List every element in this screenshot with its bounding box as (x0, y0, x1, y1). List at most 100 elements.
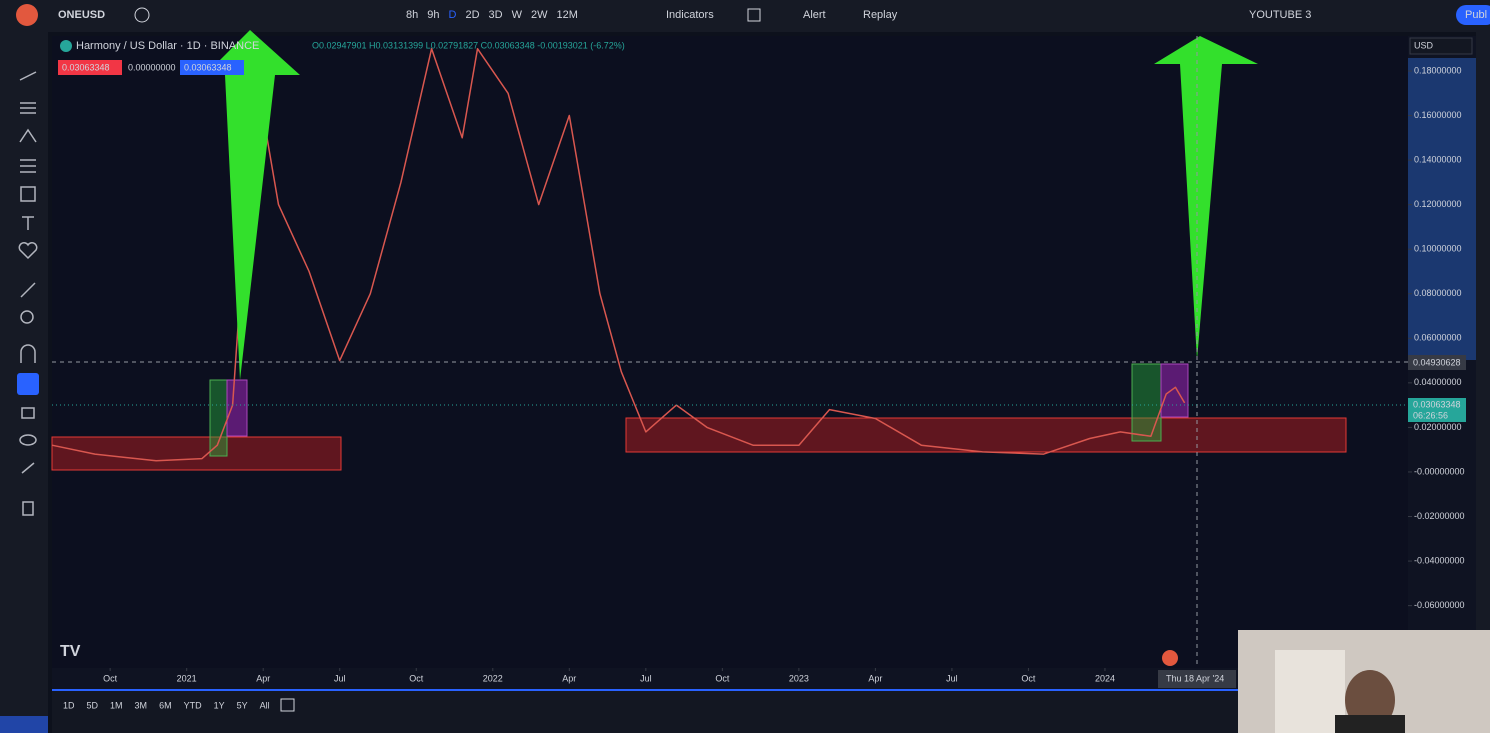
alert-button[interactable]: Alert (803, 9, 826, 21)
interval-button[interactable]: 8h (406, 9, 418, 21)
sell-button[interactable] (58, 60, 122, 75)
x-tick-label: Oct (103, 673, 118, 683)
currency-select[interactable] (1409, 37, 1473, 55)
y-tick-label: 0.12000000 (1414, 199, 1462, 209)
y-tick-label: -0.04000000 (1414, 555, 1465, 565)
publish-button[interactable] (1456, 5, 1490, 25)
range-button[interactable]: 1Y (214, 700, 225, 710)
watermark: TV (60, 643, 81, 660)
last-price: 0.03063348 (1413, 399, 1461, 409)
buy-price[interactable]: 0.03063348 (184, 62, 232, 72)
templates-button[interactable] (747, 8, 761, 22)
fib-tool[interactable] (20, 102, 36, 114)
support-box (51, 436, 342, 471)
y-tick-label: -0.06000000 (1414, 600, 1465, 610)
symbol-search[interactable]: ONEUSD (58, 9, 105, 21)
interval-button[interactable]: 3D (489, 9, 503, 21)
indicators-button[interactable]: Indicators (666, 9, 714, 21)
range-button[interactable]: 1D (63, 700, 75, 710)
last-price-tag (1408, 398, 1466, 422)
event-marker[interactable] (1162, 650, 1178, 666)
y-tick-label: 0.04000000 (1414, 377, 1462, 387)
layout-button[interactable]: YOUTUBE 3 (1249, 9, 1311, 21)
trend-line-tool[interactable] (19, 71, 37, 81)
interval-button[interactable]: 9h (427, 9, 439, 21)
draw-mode-active[interactable] (17, 373, 39, 395)
target-box (1160, 363, 1189, 418)
favorites[interactable] (0, 716, 48, 733)
x-tick-label: 2022 (483, 673, 503, 683)
zoom-tool[interactable] (20, 310, 34, 324)
shape-tool[interactable] (20, 186, 36, 202)
goto-date[interactable] (280, 698, 295, 712)
replay-button[interactable]: Replay (863, 9, 898, 21)
range-button[interactable]: YTD (184, 700, 203, 710)
webcam-shelf (1275, 650, 1345, 733)
y-tick-label: 0.08000000 (1414, 288, 1462, 298)
range-button[interactable]: 3M (135, 700, 148, 710)
currency[interactable]: USD (1414, 40, 1434, 50)
y-tick-label: 0.06000000 (1414, 333, 1462, 343)
up-arrow (1154, 36, 1258, 360)
y-tick-label: 0.18000000 (1414, 65, 1462, 75)
link-tool[interactable] (21, 462, 35, 474)
measure-tool[interactable] (20, 282, 36, 298)
interval-button[interactable]: 2W (531, 9, 548, 21)
y-tick-label: -0.02000000 (1414, 511, 1465, 521)
crosshair-date: Thu 18 Apr '24 (1166, 673, 1224, 683)
magnet-tool[interactable] (20, 344, 36, 363)
sell-price[interactable]: 0.03063348 (62, 62, 110, 72)
delete-tool[interactable] (22, 501, 34, 516)
legend-title: Harmony / US Dollar · 1D · BINANCE (76, 40, 259, 52)
y-tick-label: -0.00000000 (1414, 466, 1465, 476)
pattern-tool[interactable] (19, 128, 37, 143)
symbol-icon (60, 40, 72, 52)
right-toolbar (1476, 32, 1490, 733)
y-tick-label: 0.14000000 (1414, 154, 1462, 164)
top-toolbar (0, 0, 1490, 32)
x-tick-label: 2024 (1095, 673, 1115, 683)
crosshair-price: 0.04930628 (1413, 357, 1461, 367)
breakout-box (209, 379, 228, 457)
x-tick-label: Apr (562, 673, 576, 683)
interval-button[interactable]: W (512, 9, 523, 21)
x-tick-label: Oct (715, 673, 730, 683)
interval-button[interactable]: D (449, 9, 457, 21)
spread: 0.00000000 (128, 62, 176, 72)
compare-button[interactable] (134, 7, 150, 23)
x-tick-label: 2021 (177, 673, 197, 683)
buy-button[interactable] (180, 60, 244, 75)
x-tick-label: Apr (868, 673, 882, 683)
price-axis-selection (1408, 58, 1476, 360)
crosshair-date-tag (1158, 670, 1236, 688)
interval-button[interactable]: 12M (556, 9, 577, 21)
target-box (226, 379, 248, 437)
text-tool[interactable] (22, 216, 34, 230)
y-tick-label: 0.02000000 (1414, 422, 1462, 432)
interval-button[interactable]: 2D (465, 9, 479, 21)
x-tick-label: Oct (409, 673, 424, 683)
range-button[interactable]: 5D (87, 700, 99, 710)
range-button[interactable]: All (260, 700, 270, 710)
chart-pane (52, 36, 1408, 668)
legend-ohlc: O0.02947901 H0.03131399 L0.02791827 C0.0… (312, 40, 625, 50)
icon-tool[interactable] (18, 242, 38, 260)
range-button[interactable]: 5Y (237, 700, 248, 710)
x-tick-label: Jul (334, 673, 346, 683)
hide-tool[interactable] (19, 434, 37, 446)
crosshair-price-tag (1408, 355, 1466, 370)
range-button[interactable]: 6M (159, 700, 172, 710)
logo[interactable] (16, 4, 38, 26)
time-axis (52, 668, 1408, 690)
range-button[interactable]: 1M (110, 700, 123, 710)
bottom-bar (52, 691, 1408, 733)
forecast-tool[interactable] (20, 159, 36, 173)
x-tick-label: Oct (1021, 673, 1036, 683)
y-tick-label: 0.10000000 (1414, 244, 1462, 254)
publish-label[interactable]: Publ (1465, 9, 1487, 21)
x-tick-label: Jul (946, 673, 958, 683)
x-tick-label: Apr (256, 673, 270, 683)
lock-tool[interactable] (21, 407, 35, 419)
support-box (625, 417, 1347, 453)
